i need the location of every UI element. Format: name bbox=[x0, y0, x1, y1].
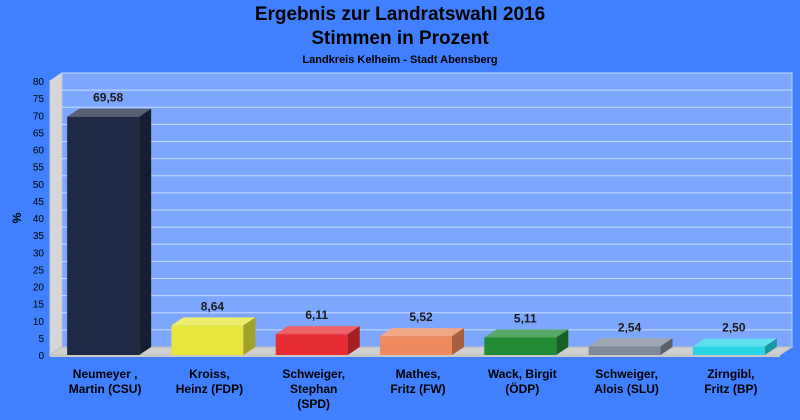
bar-side bbox=[764, 338, 777, 355]
bar bbox=[484, 337, 557, 355]
y-tick-label: 10 bbox=[33, 317, 45, 328]
y-tick-label: 0 bbox=[38, 351, 44, 362]
bar-side bbox=[452, 328, 464, 355]
bar-value-label: 2,50 bbox=[722, 320, 746, 334]
grid-line-side bbox=[49, 312, 63, 322]
y-tick-label: 15 bbox=[33, 300, 45, 311]
bar-side bbox=[243, 317, 256, 355]
bar-top bbox=[171, 317, 256, 326]
bar bbox=[275, 334, 348, 355]
x-tick-label: Mathes, bbox=[396, 367, 441, 381]
bar bbox=[67, 116, 140, 355]
chart-subtitle: Landkreis Kelheim - Stadt Abensberg bbox=[302, 54, 498, 66]
chart-title: Ergebnis zur Landratswahl 2016 bbox=[254, 4, 546, 25]
bar bbox=[380, 336, 452, 355]
grid-line-side bbox=[49, 260, 63, 270]
grid-line-side bbox=[49, 278, 63, 287]
x-tick-label: Heinz (FDP) bbox=[176, 382, 243, 396]
y-tick-label: 65 bbox=[33, 128, 45, 139]
bar-top bbox=[380, 328, 464, 337]
x-tick-label: Alois (SLU) bbox=[594, 382, 659, 396]
x-tick-label: Stephan bbox=[290, 382, 337, 396]
grid-line-side bbox=[49, 89, 63, 99]
bar-top bbox=[67, 108, 152, 117]
x-tick-label: Wack, Birgit bbox=[488, 367, 557, 381]
y-tick-label: 50 bbox=[33, 180, 45, 191]
y-tick-label: 45 bbox=[33, 197, 45, 208]
y-tick-label: 30 bbox=[33, 248, 45, 259]
x-tick-label: Fritz (FW) bbox=[390, 382, 445, 396]
y-axis-label: % bbox=[10, 212, 24, 223]
y-tick-label: 55 bbox=[33, 163, 45, 174]
grid-line-side bbox=[49, 295, 63, 305]
bar-value-label: 69,58 bbox=[93, 91, 123, 105]
bar-top bbox=[692, 338, 777, 347]
y-tick-label: 80 bbox=[33, 77, 45, 88]
x-tick-label: Neumeyer , bbox=[73, 367, 138, 381]
bar-value-label: 6,11 bbox=[305, 308, 328, 322]
bar-top bbox=[275, 326, 360, 335]
grid-line-side bbox=[49, 123, 63, 133]
y-tick-label: 70 bbox=[33, 111, 45, 122]
bar bbox=[171, 325, 244, 355]
y-tick-label: 35 bbox=[33, 231, 45, 242]
grid-line-side bbox=[49, 243, 63, 253]
x-tick-label: Kroiss, bbox=[189, 367, 230, 381]
x-tick-label: (ÖDP) bbox=[505, 381, 539, 396]
grid-line-side bbox=[49, 192, 63, 202]
bar-top bbox=[484, 329, 569, 338]
bar-value-label: 8,64 bbox=[201, 299, 225, 313]
x-tick-label: Martin (CSU) bbox=[69, 382, 142, 396]
y-tick-label: 5 bbox=[38, 334, 44, 345]
grid-line-side bbox=[49, 175, 63, 185]
bar-side bbox=[660, 338, 673, 355]
x-tick-label: Zirngibl, bbox=[707, 367, 754, 381]
y-tick-label: 60 bbox=[33, 146, 45, 157]
grid-line-side bbox=[49, 72, 63, 82]
bar-value-label: 5,11 bbox=[514, 311, 537, 325]
bar bbox=[588, 346, 661, 355]
bar-value-label: 2,54 bbox=[618, 320, 642, 334]
bar-side bbox=[347, 326, 360, 355]
x-tick-label: (SPD) bbox=[297, 397, 330, 411]
grid-line-side bbox=[49, 158, 63, 168]
y-tick-label: 40 bbox=[33, 214, 45, 225]
grid-line-side bbox=[49, 329, 63, 339]
bar-top bbox=[588, 338, 673, 347]
chart-title-line2: Stimmen in Prozent bbox=[311, 28, 489, 49]
bar bbox=[692, 346, 765, 355]
y-tick-label: 20 bbox=[33, 283, 45, 294]
grid-line-side bbox=[49, 106, 63, 116]
bar-value-label: 5,52 bbox=[409, 310, 433, 324]
y-tick-label: 75 bbox=[33, 94, 45, 105]
y-tick-label: 25 bbox=[33, 265, 45, 276]
x-tick-label: Fritz (BP) bbox=[704, 382, 757, 396]
chart-floor-edge bbox=[50, 355, 780, 357]
bar-side bbox=[139, 108, 152, 355]
x-tick-label: Schweiger, bbox=[595, 367, 658, 381]
x-tick-label: Schweiger, bbox=[282, 367, 345, 381]
grid-line-side bbox=[49, 141, 63, 150]
bar-side bbox=[556, 329, 569, 355]
grid-line-side bbox=[49, 209, 63, 219]
grid-line-side bbox=[49, 226, 63, 236]
